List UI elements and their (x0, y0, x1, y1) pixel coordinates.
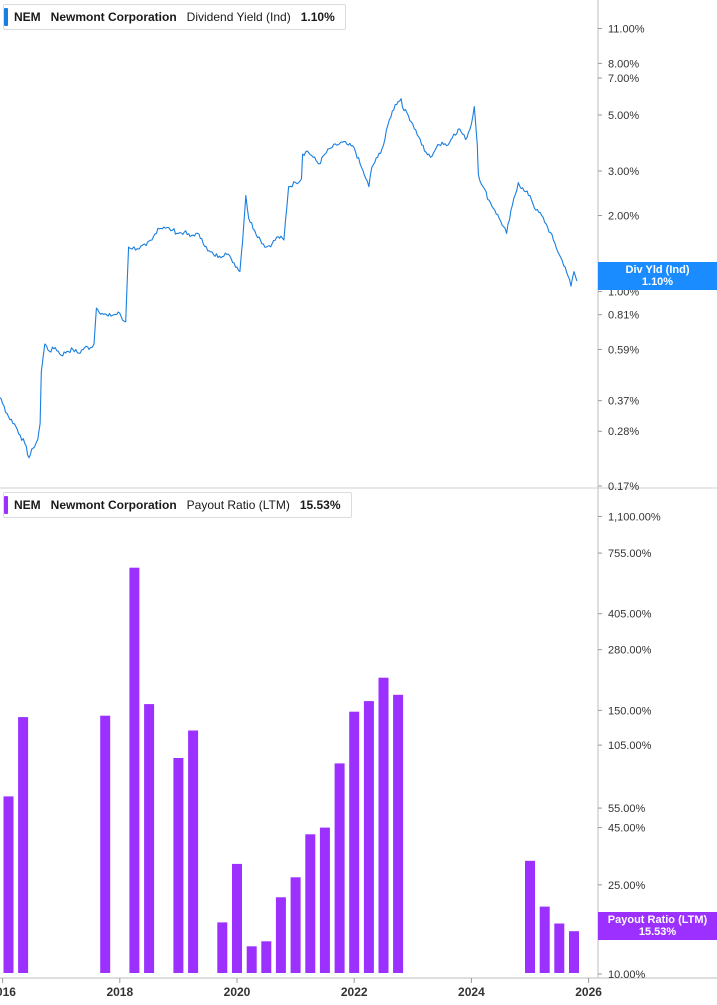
payout-ratio-bar (129, 567, 140, 973)
payout-ratio-bar (232, 863, 242, 973)
payout-legend-swatch (4, 496, 8, 514)
payout-ratio-bar (18, 717, 29, 973)
payout-ratio-bar (100, 715, 111, 973)
y-tick-label: 0.28% (608, 426, 639, 438)
payout-ratio-bar (569, 931, 579, 973)
y-tick-label: 1,100.00% (608, 511, 661, 523)
payout-ratio-bar (188, 730, 199, 973)
dividend-yield-legend: NEM Newmont Corporation Dividend Yield (… (3, 4, 346, 30)
payout-ratio-bar (319, 827, 330, 973)
payout-ratio-bar (217, 922, 228, 973)
payout-ratio-bar (290, 877, 301, 973)
payout-ratio-bar (275, 897, 286, 973)
x-tick-label: 2020 (224, 985, 251, 999)
legend-metric: Payout Ratio (LTM) (186, 498, 290, 512)
payout-ratio-bar (393, 694, 404, 973)
legend-company: Newmont Corporation (50, 10, 177, 24)
payout-ratio-bar (305, 834, 316, 973)
y-tick-label: 7.00% (608, 73, 639, 85)
yield-legend-swatch (4, 8, 8, 26)
payout-ratio-bar (144, 704, 155, 973)
badge-label: Payout Ratio (LTM) (607, 914, 708, 926)
payout-ratio-bar (349, 711, 360, 973)
payout-ratio-bar (173, 758, 184, 973)
y-tick-label: 0.81% (608, 310, 639, 322)
legend-company: Newmont Corporation (50, 498, 177, 512)
legend-metric: Dividend Yield (Ind) (186, 10, 291, 24)
y-tick-label: 755.00% (608, 548, 652, 560)
y-tick-label: 10.00% (608, 969, 646, 981)
y-tick-label: 0.17% (608, 481, 639, 493)
payout-ratio-bar (261, 941, 272, 973)
y-tick-label: 0.59% (608, 344, 639, 356)
badge-label: Div Yld (Ind) (625, 264, 690, 276)
y-tick-label: 5.00% (608, 110, 639, 122)
badge-value: 1.10% (641, 276, 674, 288)
x-tick-label: 2022 (341, 985, 368, 999)
payout-ratio-badge: Payout Ratio (LTM) 15.53% (598, 912, 717, 940)
y-tick-label: 150.00% (608, 705, 652, 717)
y-tick-label: 105.00% (608, 740, 652, 752)
x-tick-label: 2016 (0, 985, 16, 999)
y-tick-label: 25.00% (608, 880, 646, 892)
y-tick-label: 55.00% (608, 803, 646, 815)
payout-ratio-bar (363, 701, 374, 973)
y-tick-label: 8.00% (608, 58, 639, 70)
payout-ratio-bar (378, 677, 389, 973)
dividend-yield-series-line (0, 98, 578, 459)
x-tick-label: 2018 (106, 985, 133, 999)
y-tick-label: 405.00% (608, 609, 652, 621)
y-tick-label: 2.00% (608, 211, 639, 223)
dividend-yield-badge: Div Yld (Ind) 1.10% (598, 262, 717, 290)
payout-ratio-bar (554, 923, 565, 973)
y-tick-label: 3.00% (608, 166, 639, 178)
payout-ratio-bar (525, 860, 535, 973)
y-tick-label: 280.00% (608, 645, 652, 657)
x-tick-label: 2026 (575, 985, 602, 999)
legend-ticker: NEM (14, 10, 41, 24)
dividend-yield-chart (0, 98, 578, 459)
payout-ratio-chart (3, 567, 579, 973)
legend-value: 1.10% (300, 10, 335, 24)
y-tick-label: 0.37% (608, 396, 639, 408)
legend-value: 15.53% (299, 498, 341, 512)
x-tick-label: 2024 (458, 985, 485, 999)
y-tick-label: 45.00% (608, 823, 646, 835)
payout-ratio-bar (334, 763, 345, 973)
badge-value: 15.53% (638, 926, 677, 938)
payout-ratio-bar (246, 946, 257, 973)
legend-ticker: NEM (14, 498, 41, 512)
y-tick-label: 11.00% (608, 23, 645, 35)
payout-ratio-bar (539, 906, 550, 973)
payout-ratio-bar (3, 796, 14, 973)
payout-ratio-legend: NEM Newmont Corporation Payout Ratio (LT… (3, 492, 352, 518)
